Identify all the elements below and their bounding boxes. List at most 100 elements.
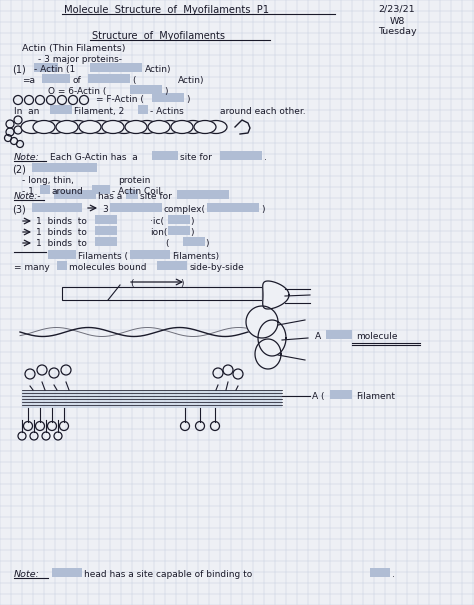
Ellipse shape (182, 120, 204, 134)
Bar (50, 105, 72, 114)
Ellipse shape (56, 120, 78, 134)
Text: around: around (52, 187, 84, 196)
Ellipse shape (136, 120, 158, 134)
Bar (220, 151, 262, 160)
Bar (52, 568, 82, 577)
Bar (168, 226, 190, 235)
Bar (138, 105, 148, 114)
Text: ion(: ion( (150, 228, 167, 237)
Ellipse shape (102, 120, 124, 134)
Text: site for: site for (180, 153, 212, 162)
Text: (3): (3) (12, 205, 26, 215)
Bar (326, 330, 352, 339)
Text: molecules bound: molecules bound (69, 263, 146, 272)
Text: Tuesday: Tuesday (378, 27, 417, 36)
Bar (95, 226, 117, 235)
Bar (177, 190, 229, 199)
Ellipse shape (90, 120, 112, 134)
Text: - 1: - 1 (22, 187, 34, 196)
Bar (62, 287, 262, 300)
Bar (32, 203, 82, 212)
Text: ): ) (180, 279, 183, 288)
Text: Note:: Note: (14, 570, 40, 579)
Bar (42, 74, 70, 83)
Text: protein: protein (118, 176, 150, 185)
Text: 1  binds  to: 1 binds to (36, 217, 87, 226)
Bar (90, 63, 142, 72)
Text: - long, thin,: - long, thin, (22, 176, 74, 185)
Polygon shape (246, 306, 278, 338)
Ellipse shape (171, 120, 193, 134)
Ellipse shape (113, 120, 135, 134)
Text: In  an: In an (14, 107, 39, 116)
Text: Filaments): Filaments) (172, 252, 219, 261)
Text: Actin (Thin Filaments): Actin (Thin Filaments) (22, 44, 126, 53)
Bar (48, 250, 76, 259)
Ellipse shape (21, 120, 43, 134)
Polygon shape (263, 281, 289, 309)
Bar (110, 203, 162, 212)
Bar (152, 93, 184, 102)
Bar (57, 261, 67, 270)
Text: 3: 3 (102, 205, 108, 214)
Text: = many: = many (14, 263, 50, 272)
Text: 1  binds  to: 1 binds to (36, 228, 87, 237)
Text: Filaments (: Filaments ( (78, 252, 128, 261)
Text: - 3 major proteins-: - 3 major proteins- (38, 55, 122, 64)
Text: W8: W8 (390, 17, 405, 26)
Text: ): ) (261, 205, 264, 214)
Text: molecule: molecule (356, 332, 398, 341)
Bar (22, 390, 282, 408)
Text: ): ) (186, 95, 190, 104)
Bar (95, 215, 117, 224)
Text: complex(: complex( (164, 205, 206, 214)
Text: Note:-: Note:- (14, 192, 42, 201)
Text: Note:: Note: (14, 153, 40, 162)
Bar (54, 190, 96, 199)
Polygon shape (255, 339, 281, 369)
Text: - Actins: - Actins (150, 107, 184, 116)
Polygon shape (258, 320, 286, 356)
Text: O = 6-Actin (: O = 6-Actin ( (48, 87, 106, 96)
Text: Molecule  Structure  of  Myofilaments  P1: Molecule Structure of Myofilaments P1 (64, 5, 269, 15)
Text: (1): (1) (12, 65, 26, 75)
Ellipse shape (33, 120, 55, 134)
Text: A: A (315, 332, 321, 341)
Text: Actin): Actin) (145, 65, 172, 74)
Ellipse shape (44, 120, 66, 134)
Text: ): ) (164, 87, 167, 96)
Ellipse shape (159, 120, 181, 134)
Bar (126, 190, 138, 199)
Ellipse shape (205, 120, 227, 134)
Ellipse shape (194, 120, 216, 134)
Bar (370, 568, 390, 577)
Text: .: . (264, 153, 267, 162)
Ellipse shape (67, 120, 89, 134)
Text: = F-Actin (: = F-Actin ( (96, 95, 144, 104)
Text: (: ( (130, 279, 134, 288)
Text: (: ( (132, 76, 136, 85)
Text: (: ( (165, 239, 168, 248)
Bar (32, 163, 97, 172)
Text: .: . (392, 570, 395, 579)
Text: ): ) (190, 228, 193, 237)
Bar (88, 74, 130, 83)
Text: around each other.: around each other. (220, 107, 306, 116)
Bar (168, 215, 190, 224)
Bar (34, 63, 58, 72)
Text: ): ) (190, 217, 193, 226)
Bar (95, 237, 117, 246)
Bar (130, 85, 162, 94)
Text: side-by-side: side-by-side (190, 263, 245, 272)
Bar (330, 390, 352, 399)
Bar (157, 261, 187, 270)
Text: Each G-Actin has  a: Each G-Actin has a (50, 153, 138, 162)
Bar (207, 203, 259, 212)
Text: of: of (73, 76, 82, 85)
Bar (183, 237, 205, 246)
Text: Structure  of  Myofilaments: Structure of Myofilaments (92, 31, 225, 41)
Text: Filament: Filament (356, 392, 395, 401)
Text: ·ic(: ·ic( (150, 217, 164, 226)
Text: (2): (2) (12, 165, 26, 175)
Text: - Actin (1: - Actin (1 (34, 65, 75, 74)
